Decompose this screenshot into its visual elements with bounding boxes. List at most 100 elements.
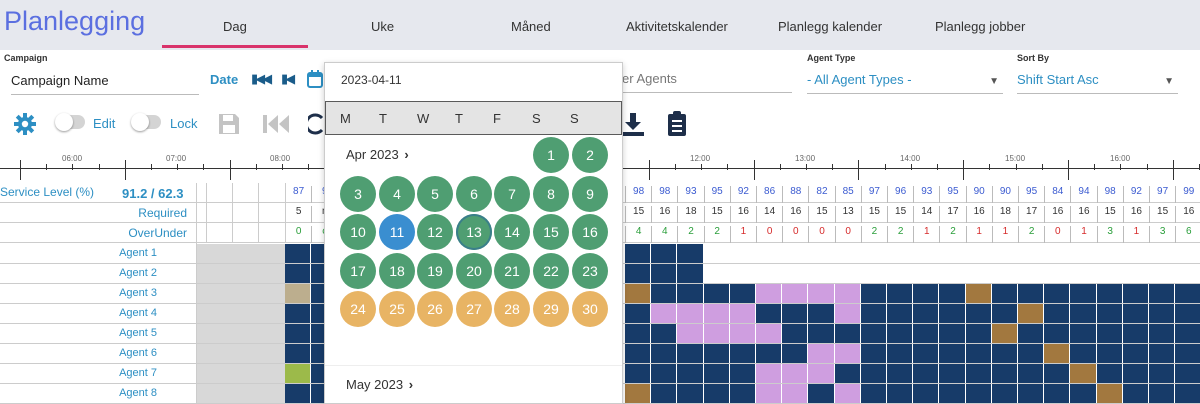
agent-name[interactable]: Agent 8 bbox=[119, 387, 157, 399]
calendar-day-26[interactable]: 26 bbox=[417, 291, 453, 327]
service_level-cell: 84 bbox=[1044, 186, 1070, 203]
current-month-label[interactable]: Apr 2023 › bbox=[346, 147, 409, 162]
shift-cell bbox=[1175, 324, 1200, 343]
calendar-day-20[interactable]: 20 bbox=[456, 253, 492, 289]
save-icon[interactable] bbox=[217, 112, 241, 136]
timeline-tick bbox=[229, 160, 231, 180]
calendar-day-17[interactable]: 17 bbox=[340, 253, 376, 289]
shift-cell bbox=[887, 304, 913, 323]
calendar-day-29[interactable]: 29 bbox=[533, 291, 569, 327]
required-cell: 15 bbox=[860, 206, 887, 223]
sort-by-select[interactable]: Shift Start Asc ▼ bbox=[1017, 72, 1178, 94]
campaign-select[interactable]: Campaign Name bbox=[11, 73, 199, 95]
calendar-day-27[interactable]: 27 bbox=[456, 291, 492, 327]
shift-cell bbox=[808, 324, 834, 343]
calendar-day-2[interactable]: 2 bbox=[572, 137, 608, 173]
calendar-day-21[interactable]: 21 bbox=[494, 253, 530, 289]
service_level-cell: 98 bbox=[651, 186, 677, 203]
refresh-icon[interactable] bbox=[308, 112, 324, 136]
shift-cell bbox=[677, 324, 703, 343]
weekday-thu: T bbox=[455, 111, 463, 126]
edit-toggle[interactable] bbox=[55, 113, 85, 131]
calendar-day-16[interactable]: 16 bbox=[572, 214, 608, 250]
shift-cell bbox=[311, 244, 326, 263]
timeline-tick bbox=[1015, 164, 1017, 170]
calendar-day-24[interactable]: 24 bbox=[340, 291, 376, 327]
tab-planlegg-jobber[interactable]: Planlegg jobber bbox=[935, 19, 1026, 34]
shift-cell bbox=[1070, 304, 1096, 323]
calendar-day-19[interactable]: 19 bbox=[417, 253, 453, 289]
grid-line bbox=[232, 203, 234, 223]
shift-cell bbox=[913, 324, 939, 343]
next-month-label[interactable]: May 2023 › bbox=[346, 377, 413, 392]
agent-name[interactable]: Agent 5 bbox=[119, 327, 157, 339]
timeline-tick bbox=[282, 164, 283, 170]
agent-name[interactable]: Agent 1 bbox=[119, 247, 157, 259]
agent-name[interactable]: Agent 4 bbox=[119, 307, 157, 319]
prev-date-icon[interactable]: ▮◀ bbox=[281, 72, 295, 87]
calendar-day-7[interactable]: 7 bbox=[494, 176, 530, 212]
shift-cell bbox=[729, 364, 755, 383]
calendar-day-15[interactable]: 15 bbox=[533, 214, 569, 250]
calendar-day-1[interactable]: 1 bbox=[533, 137, 569, 173]
calendar-day-12[interactable]: 12 bbox=[417, 214, 453, 250]
service-level-label: Service Level (%) bbox=[0, 185, 95, 199]
calendar-day-18[interactable]: 18 bbox=[379, 253, 415, 289]
skip-back-icon[interactable] bbox=[262, 113, 290, 135]
required-cell: 15 bbox=[887, 206, 913, 223]
shift-cell bbox=[1122, 384, 1148, 403]
calendar-day-8[interactable]: 8 bbox=[533, 176, 569, 212]
calendar-day-23[interactable]: 23 bbox=[572, 253, 608, 289]
weekday-sat: S bbox=[532, 111, 541, 126]
gear-icon[interactable] bbox=[13, 112, 37, 136]
shift-cell bbox=[913, 304, 939, 323]
shift-cell bbox=[1149, 324, 1175, 343]
agent-name[interactable]: Agent 2 bbox=[119, 267, 157, 279]
shift-cell bbox=[1018, 384, 1044, 403]
lock-toggle[interactable] bbox=[131, 113, 161, 131]
first-date-icon[interactable]: ▮◀◀ bbox=[251, 72, 272, 87]
calendar-day-13[interactable]: 13 bbox=[456, 214, 492, 250]
calendar-day-28[interactable]: 28 bbox=[494, 291, 530, 327]
shift-cell bbox=[939, 284, 965, 303]
agent-name[interactable]: Agent 7 bbox=[119, 367, 157, 379]
agent-name[interactable]: Agent 6 bbox=[119, 347, 157, 359]
tab-aktivitetskalender[interactable]: Aktivitetskalender bbox=[626, 19, 728, 34]
calendar-day-9[interactable]: 9 bbox=[572, 176, 608, 212]
calendar-day-5[interactable]: 5 bbox=[417, 176, 453, 212]
agent-filter-input[interactable]: er Agents bbox=[622, 71, 792, 93]
shift-cell bbox=[913, 344, 939, 363]
shift-cell bbox=[808, 384, 834, 403]
calendar-day-11[interactable]: 11 bbox=[379, 214, 415, 250]
required-cell: 15 bbox=[1096, 206, 1123, 223]
calendar-day-25[interactable]: 25 bbox=[379, 291, 415, 327]
tab-maned[interactable]: Måned bbox=[511, 19, 551, 34]
calendar-day-22[interactable]: 22 bbox=[533, 253, 569, 289]
shift-cell bbox=[939, 364, 965, 383]
timeline-tick bbox=[858, 160, 860, 180]
shift-cell bbox=[1018, 324, 1044, 343]
calendar-day-4[interactable]: 4 bbox=[379, 176, 415, 212]
shift-cell bbox=[703, 324, 729, 343]
download-icon[interactable] bbox=[622, 112, 644, 136]
calendar-day-3[interactable]: 3 bbox=[340, 176, 376, 212]
tab-uke[interactable]: Uke bbox=[371, 19, 395, 34]
calendar-day-14[interactable]: 14 bbox=[494, 214, 530, 250]
calendar-day-30[interactable]: 30 bbox=[572, 291, 608, 327]
clipboard-icon[interactable] bbox=[667, 111, 687, 137]
calendar-icon[interactable] bbox=[307, 70, 323, 88]
shift-cell bbox=[756, 324, 782, 343]
shift-cell bbox=[991, 324, 1017, 343]
shift-cell bbox=[311, 364, 326, 383]
shift-cell bbox=[1149, 364, 1175, 383]
shift-cell bbox=[677, 304, 703, 323]
agent-type-select[interactable]: - All Agent Types - ▼ bbox=[807, 72, 1003, 94]
tab-planlegg-kalender[interactable]: Planlegg kalender bbox=[778, 19, 883, 34]
calendar-day-6[interactable]: 6 bbox=[456, 176, 492, 212]
calendar-day-10[interactable]: 10 bbox=[340, 214, 376, 250]
service_level-cell: 96 bbox=[887, 186, 913, 203]
edit-label: Edit bbox=[93, 116, 116, 131]
required-cell: 14 bbox=[913, 206, 939, 223]
agent-name[interactable]: Agent 3 bbox=[119, 287, 157, 299]
tab-dag[interactable]: Dag bbox=[223, 19, 247, 34]
